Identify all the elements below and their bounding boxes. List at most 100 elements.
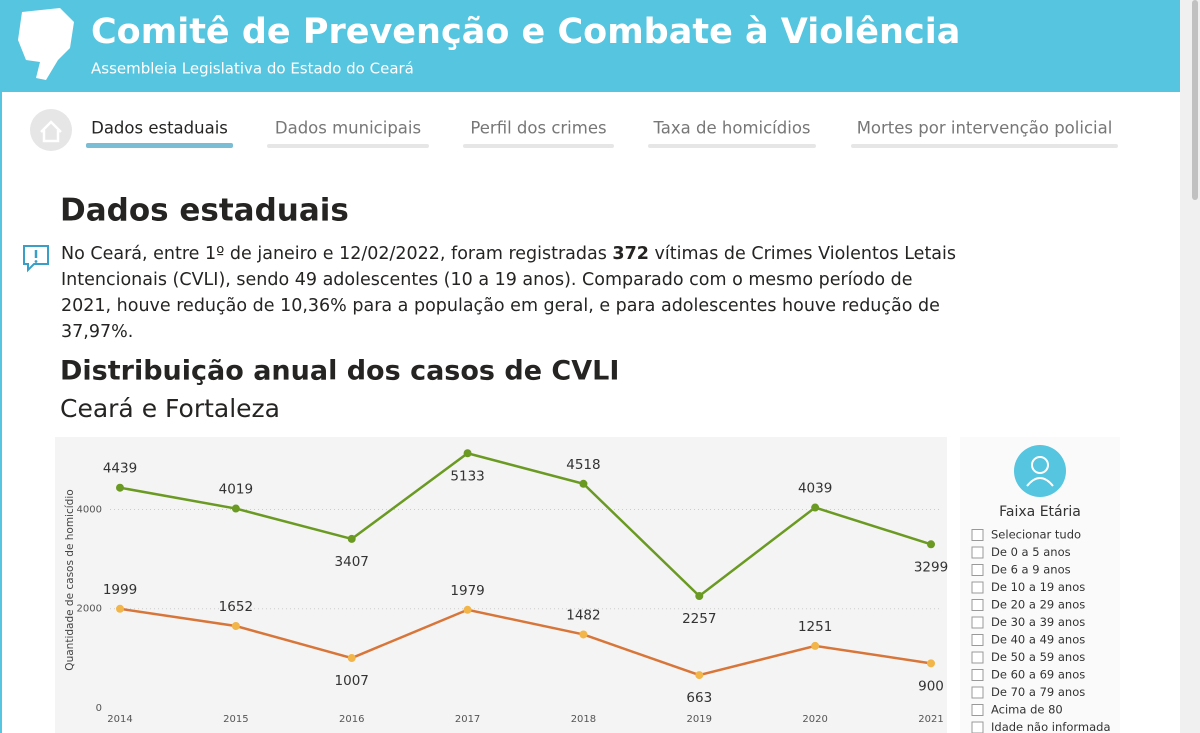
checkbox[interactable]: [971, 599, 984, 611]
checkbox[interactable]: [971, 546, 984, 559]
nav-underline: [648, 144, 816, 148]
section-heading: Dados estaduais: [60, 193, 349, 229]
data-label: 1999: [103, 582, 137, 598]
checkbox[interactable]: [971, 686, 984, 699]
filter-option[interactable]: De 20 a 29 anos: [991, 598, 1085, 612]
checkbox[interactable]: [971, 651, 984, 664]
point: [695, 591, 704, 600]
point: [811, 503, 820, 512]
paragraph-number: 372: [612, 244, 649, 264]
data-label: 4019: [219, 482, 253, 498]
point: [579, 479, 588, 488]
point: [695, 671, 704, 680]
data-label: 4039: [798, 481, 832, 497]
paragraph: No Ceará, entre 1º de janeiro e 12/02/20…: [61, 241, 961, 345]
point: [116, 483, 124, 492]
header-bar: [0, 0, 1180, 92]
scrollbar-thumb[interactable]: [1192, 0, 1198, 200]
data-label: 1652: [219, 599, 253, 615]
filter-option[interactable]: De 30 a 39 anos: [991, 615, 1085, 629]
chart-subtitle: Ceará e Fortaleza: [60, 394, 280, 423]
checkbox[interactable]: [971, 564, 984, 576]
point: [463, 605, 472, 614]
series-line: [119, 607, 932, 677]
point: [347, 654, 356, 663]
x-tick-label: 2021: [918, 714, 943, 725]
nav-tab[interactable]: Dados estaduais: [91, 119, 228, 138]
x-tick-label: 2016: [339, 714, 364, 725]
nav-tab[interactable]: Mortes por intervenção policial: [857, 119, 1113, 138]
point: [231, 504, 240, 513]
x-tick-label: 2014: [107, 714, 132, 725]
point: [579, 630, 588, 639]
home-icon: [40, 120, 62, 143]
header-title: Comitê de Prevenção e Combate à Violênci…: [91, 12, 960, 52]
data-label: 1979: [450, 583, 484, 599]
data-label: 1007: [335, 673, 369, 689]
data-label: 4518: [566, 457, 600, 473]
data-label: 5133: [450, 468, 484, 484]
filter-option[interactable]: Acima de 80: [991, 703, 1063, 717]
point: [116, 604, 124, 613]
checkbox[interactable]: [971, 581, 984, 594]
filter-option[interactable]: De 40 a 49 anos: [991, 633, 1085, 647]
logo[interactable]: [18, 8, 74, 80]
checkbox[interactable]: [971, 634, 984, 646]
y-tick-label: 4000: [77, 504, 102, 515]
filter-option[interactable]: De 10 a 19 anos: [991, 580, 1085, 594]
nav-tab[interactable]: Perfil dos crimes: [470, 119, 606, 138]
filter-option[interactable]: Selecionar tudo: [991, 528, 1081, 542]
point: [927, 540, 935, 549]
point: [811, 641, 820, 650]
filter-icon-head: [1031, 456, 1049, 474]
x-tick-label: 2017: [455, 714, 480, 725]
chart-area: [55, 437, 947, 733]
data-label: 1251: [798, 619, 832, 635]
point: [347, 534, 356, 543]
series-line: [119, 451, 932, 598]
checkbox[interactable]: [971, 616, 984, 629]
nav-underline: [267, 144, 429, 148]
filter-option[interactable]: De 6 a 9 anos: [991, 563, 1071, 577]
data-label: 3299: [914, 559, 948, 575]
chart-title: Distribuição anual dos casos de CVLI: [60, 356, 619, 387]
filter-option[interactable]: De 60 a 69 anos: [991, 668, 1085, 682]
nav-underline: [86, 143, 233, 148]
home-button[interactable]: [30, 109, 72, 151]
checkbox[interactable]: [971, 529, 984, 541]
point: [927, 659, 935, 668]
checkbox[interactable]: [971, 669, 984, 681]
data-label: 900: [918, 678, 944, 694]
paragraph-text: vítimas de Crimes Violentos Letais Inten…: [61, 244, 957, 342]
checkbox[interactable]: [971, 704, 984, 716]
checkbox[interactable]: [971, 721, 984, 733]
data-label: 1482: [566, 607, 600, 623]
point: [463, 449, 472, 458]
nav-underline: [851, 144, 1118, 148]
data-label: 663: [686, 690, 712, 706]
header-subtitle: Assembleia Legislativa do Estado do Cear…: [91, 60, 414, 78]
nav-tab[interactable]: Dados municipais: [275, 119, 421, 138]
data-label: 4439: [103, 461, 137, 477]
y-tick-label: 2000: [77, 604, 102, 615]
info-icon: [23, 245, 49, 273]
filter-option[interactable]: De 0 a 5 anos: [991, 545, 1071, 559]
x-tick-label: 2020: [802, 714, 827, 725]
filter-option[interactable]: Idade não informada: [991, 720, 1111, 733]
left-border: [0, 92, 2, 733]
x-tick-label: 2015: [223, 714, 248, 725]
filter-icon-body: [1026, 477, 1054, 487]
x-tick-label: 2018: [571, 714, 596, 725]
filter-option[interactable]: De 70 a 79 anos: [991, 685, 1085, 699]
data-label: 3407: [335, 554, 369, 570]
nav-underline: [463, 144, 614, 148]
point: [231, 622, 240, 631]
y-axis-label: Quantidade de casos de homicídio: [64, 489, 76, 670]
nav-tab[interactable]: Taxa de homicídios: [652, 119, 810, 138]
x-tick-label: 2019: [687, 714, 712, 725]
y-tick-label: 0: [96, 703, 102, 714]
filter-title: Faixa Etária: [999, 504, 1081, 520]
filter-option[interactable]: De 50 a 59 anos: [991, 650, 1085, 664]
